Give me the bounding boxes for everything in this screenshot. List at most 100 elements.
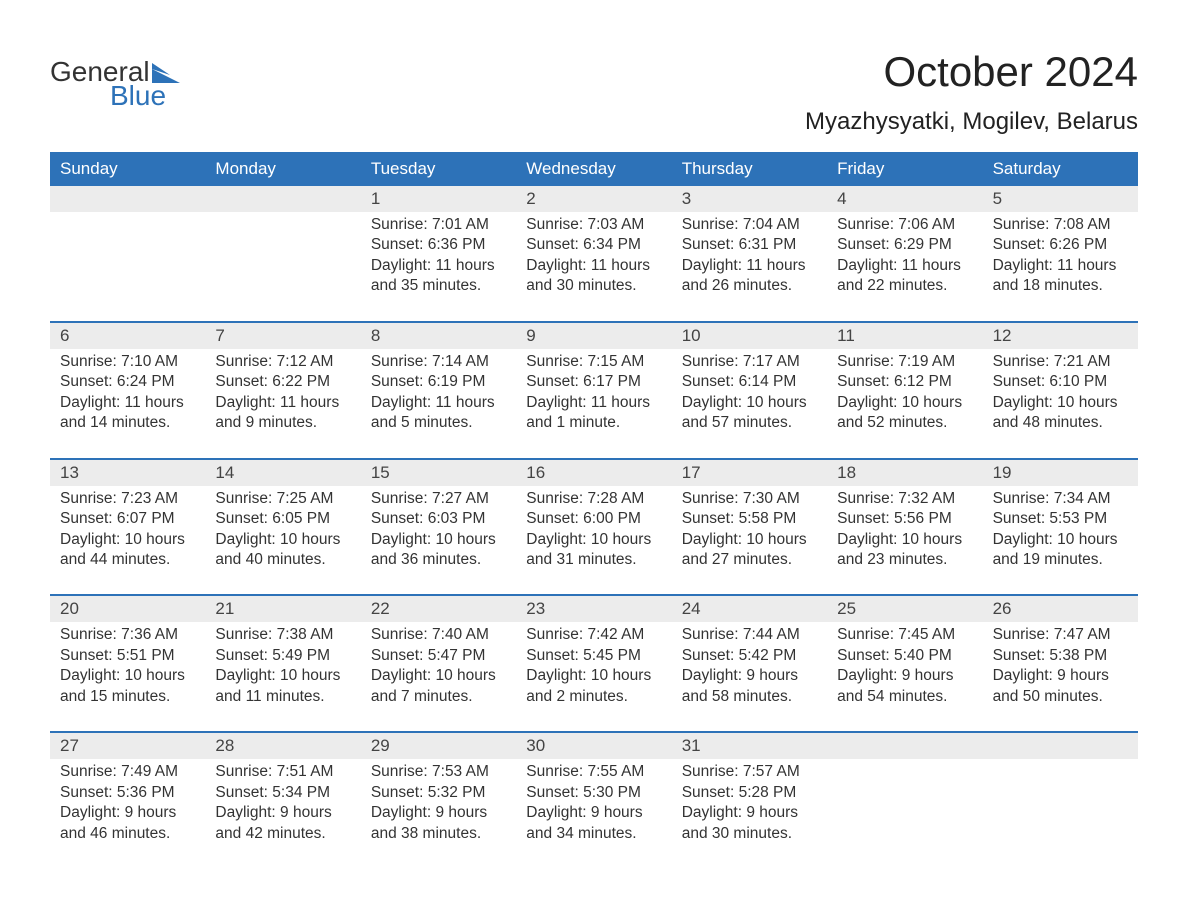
sunrise-text: Sunrise: 7:25 AM xyxy=(215,489,350,509)
daylight-text: Daylight: 9 hours and 30 minutes. xyxy=(682,803,817,844)
sunrise-text: Sunrise: 7:19 AM xyxy=(837,352,972,372)
sunset-text: Sunset: 5:30 PM xyxy=(526,783,661,803)
daylight-text: Daylight: 11 hours and 14 minutes. xyxy=(60,393,195,434)
dow-header: Wednesday xyxy=(516,152,671,186)
day-number: 7 xyxy=(205,321,360,349)
day-cell xyxy=(50,212,205,321)
daylight-text: Daylight: 11 hours and 22 minutes. xyxy=(837,256,972,297)
sunset-text: Sunset: 6:19 PM xyxy=(371,372,506,392)
sunrise-text: Sunrise: 7:17 AM xyxy=(682,352,817,372)
daylight-text: Daylight: 10 hours and 57 minutes. xyxy=(682,393,817,434)
day-number xyxy=(827,731,982,759)
day-number xyxy=(50,186,205,212)
day-number: 2 xyxy=(516,186,671,212)
day-cell: Sunrise: 7:38 AMSunset: 5:49 PMDaylight:… xyxy=(205,622,360,731)
sunrise-text: Sunrise: 7:44 AM xyxy=(682,625,817,645)
day-number: 14 xyxy=(205,458,360,486)
sunrise-text: Sunrise: 7:30 AM xyxy=(682,489,817,509)
sunset-text: Sunset: 5:40 PM xyxy=(837,646,972,666)
sunset-text: Sunset: 6:14 PM xyxy=(682,372,817,392)
dow-header: Thursday xyxy=(672,152,827,186)
sunrise-text: Sunrise: 7:12 AM xyxy=(215,352,350,372)
dow-header: Tuesday xyxy=(361,152,516,186)
dow-header: Sunday xyxy=(50,152,205,186)
dow-header: Friday xyxy=(827,152,982,186)
day-number: 23 xyxy=(516,594,671,622)
day-number: 29 xyxy=(361,731,516,759)
day-cell: Sunrise: 7:03 AMSunset: 6:34 PMDaylight:… xyxy=(516,212,671,321)
sunset-text: Sunset: 5:32 PM xyxy=(371,783,506,803)
day-number: 4 xyxy=(827,186,982,212)
day-cell: Sunrise: 7:32 AMSunset: 5:56 PMDaylight:… xyxy=(827,486,982,595)
daylight-text: Daylight: 11 hours and 5 minutes. xyxy=(371,393,506,434)
sunset-text: Sunset: 5:47 PM xyxy=(371,646,506,666)
day-number: 27 xyxy=(50,731,205,759)
sunset-text: Sunset: 5:42 PM xyxy=(682,646,817,666)
day-number: 15 xyxy=(361,458,516,486)
sunrise-text: Sunrise: 7:53 AM xyxy=(371,762,506,782)
day-cell: Sunrise: 7:28 AMSunset: 6:00 PMDaylight:… xyxy=(516,486,671,595)
day-number: 3 xyxy=(672,186,827,212)
day-cell: Sunrise: 7:44 AMSunset: 5:42 PMDaylight:… xyxy=(672,622,827,731)
sunset-text: Sunset: 6:34 PM xyxy=(526,235,661,255)
sunset-text: Sunset: 5:56 PM xyxy=(837,509,972,529)
day-cell: Sunrise: 7:04 AMSunset: 6:31 PMDaylight:… xyxy=(672,212,827,321)
daylight-text: Daylight: 9 hours and 58 minutes. xyxy=(682,666,817,707)
daylight-text: Daylight: 11 hours and 1 minute. xyxy=(526,393,661,434)
daylight-text: Daylight: 10 hours and 2 minutes. xyxy=(526,666,661,707)
daylight-text: Daylight: 10 hours and 7 minutes. xyxy=(371,666,506,707)
day-cell: Sunrise: 7:25 AMSunset: 6:05 PMDaylight:… xyxy=(205,486,360,595)
sunset-text: Sunset: 5:49 PM xyxy=(215,646,350,666)
logo-word2: Blue xyxy=(50,82,180,110)
day-number: 22 xyxy=(361,594,516,622)
sunrise-text: Sunrise: 7:38 AM xyxy=(215,625,350,645)
day-cell: Sunrise: 7:47 AMSunset: 5:38 PMDaylight:… xyxy=(983,622,1138,731)
day-number: 24 xyxy=(672,594,827,622)
day-number: 28 xyxy=(205,731,360,759)
sunrise-text: Sunrise: 7:36 AM xyxy=(60,625,195,645)
sunset-text: Sunset: 6:07 PM xyxy=(60,509,195,529)
daylight-text: Daylight: 9 hours and 54 minutes. xyxy=(837,666,972,707)
day-cell: Sunrise: 7:57 AMSunset: 5:28 PMDaylight:… xyxy=(672,759,827,868)
daylight-text: Daylight: 10 hours and 15 minutes. xyxy=(60,666,195,707)
day-number: 11 xyxy=(827,321,982,349)
sunset-text: Sunset: 5:45 PM xyxy=(526,646,661,666)
sunrise-text: Sunrise: 7:42 AM xyxy=(526,625,661,645)
day-number: 30 xyxy=(516,731,671,759)
day-cell: Sunrise: 7:45 AMSunset: 5:40 PMDaylight:… xyxy=(827,622,982,731)
daylight-text: Daylight: 11 hours and 9 minutes. xyxy=(215,393,350,434)
day-number: 17 xyxy=(672,458,827,486)
day-number: 16 xyxy=(516,458,671,486)
day-number xyxy=(983,731,1138,759)
logo: General Blue xyxy=(50,48,180,110)
day-cell: Sunrise: 7:17 AMSunset: 6:14 PMDaylight:… xyxy=(672,349,827,458)
day-cell: Sunrise: 7:08 AMSunset: 6:26 PMDaylight:… xyxy=(983,212,1138,321)
sunrise-text: Sunrise: 7:08 AM xyxy=(993,215,1128,235)
sunrise-text: Sunrise: 7:14 AM xyxy=(371,352,506,372)
daylight-text: Daylight: 9 hours and 42 minutes. xyxy=(215,803,350,844)
sunrise-text: Sunrise: 7:04 AM xyxy=(682,215,817,235)
daylight-text: Daylight: 9 hours and 50 minutes. xyxy=(993,666,1128,707)
day-cell: Sunrise: 7:23 AMSunset: 6:07 PMDaylight:… xyxy=(50,486,205,595)
daylight-text: Daylight: 10 hours and 48 minutes. xyxy=(993,393,1128,434)
sunset-text: Sunset: 6:12 PM xyxy=(837,372,972,392)
day-cell: Sunrise: 7:55 AMSunset: 5:30 PMDaylight:… xyxy=(516,759,671,868)
sunset-text: Sunset: 5:28 PM xyxy=(682,783,817,803)
day-number: 31 xyxy=(672,731,827,759)
sunset-text: Sunset: 5:34 PM xyxy=(215,783,350,803)
day-number: 21 xyxy=(205,594,360,622)
sunset-text: Sunset: 6:10 PM xyxy=(993,372,1128,392)
sunrise-text: Sunrise: 7:01 AM xyxy=(371,215,506,235)
day-number: 19 xyxy=(983,458,1138,486)
daylight-text: Daylight: 10 hours and 40 minutes. xyxy=(215,530,350,571)
day-number: 25 xyxy=(827,594,982,622)
sunrise-text: Sunrise: 7:15 AM xyxy=(526,352,661,372)
daylight-text: Daylight: 11 hours and 30 minutes. xyxy=(526,256,661,297)
sunrise-text: Sunrise: 7:32 AM xyxy=(837,489,972,509)
day-cell xyxy=(827,759,982,868)
sunrise-text: Sunrise: 7:06 AM xyxy=(837,215,972,235)
daylight-text: Daylight: 9 hours and 34 minutes. xyxy=(526,803,661,844)
day-cell xyxy=(983,759,1138,868)
daylight-text: Daylight: 11 hours and 18 minutes. xyxy=(993,256,1128,297)
sunset-text: Sunset: 6:00 PM xyxy=(526,509,661,529)
